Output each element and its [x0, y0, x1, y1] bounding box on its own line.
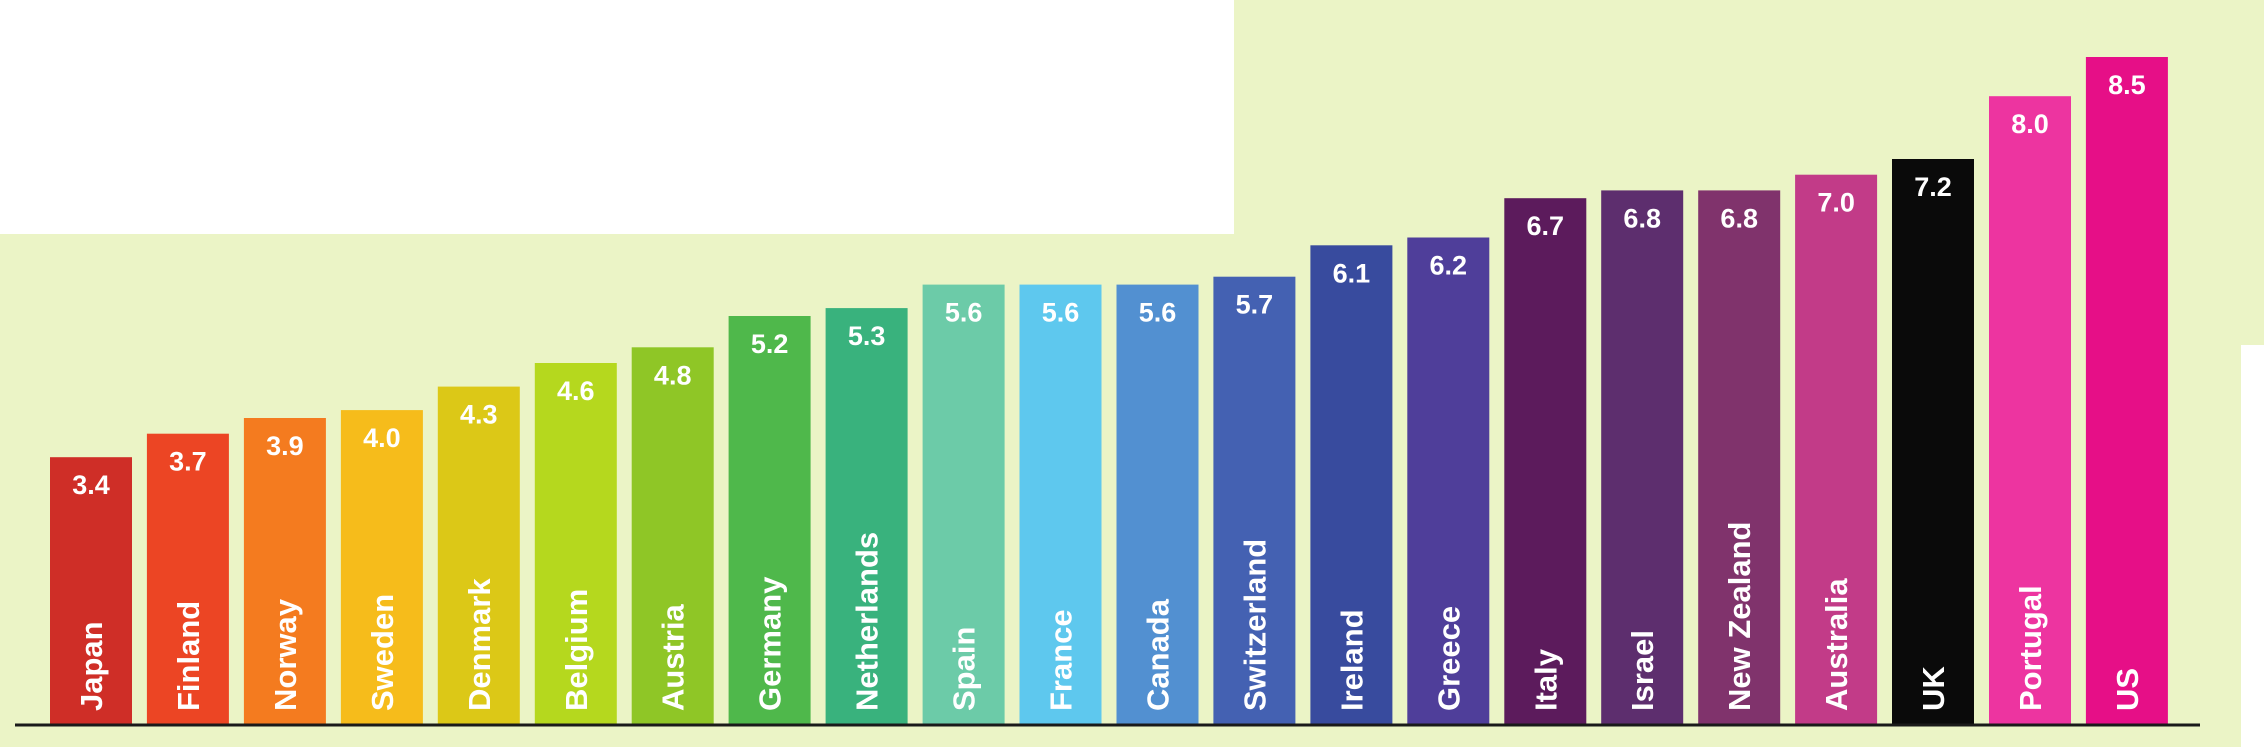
category-label-sweden: Sweden — [365, 594, 400, 711]
bars-group: 3.4 Japan 3.7 Finland 3.9 Norway 4.0 Sweden 4.3 D… — [50, 57, 2168, 725]
bar-switzerland — [1213, 276, 1296, 724]
value-label-france: 5.6 — [1042, 298, 1080, 328]
bar-australia — [1795, 174, 1878, 724]
value-label-denmark: 4.3 — [460, 400, 498, 430]
bar-spain — [922, 284, 1005, 724]
bar-us — [2085, 57, 2168, 724]
bar-netherlands — [825, 308, 908, 724]
value-label-germany: 5.2 — [751, 329, 789, 359]
bar-greece — [1407, 237, 1490, 724]
value-label-portugal: 8.0 — [2011, 109, 2049, 139]
category-label-netherlands: Netherlands — [850, 532, 885, 711]
bar-denmark — [437, 386, 520, 724]
value-label-austria: 4.8 — [654, 360, 692, 390]
bar-portugal — [1989, 96, 2071, 724]
value-label-switzerland: 5.7 — [1236, 290, 1274, 320]
bar-new-zealand — [1698, 190, 1781, 724]
bar-germany — [728, 316, 811, 724]
value-label-japan: 3.4 — [72, 470, 110, 500]
category-label-france: France — [1044, 609, 1079, 711]
white-overlay-panel — [0, 0, 1234, 234]
category-label-new-zealand: New Zealand — [1722, 522, 1757, 712]
value-label-sweden: 4.0 — [363, 423, 401, 453]
category-label-denmark: Denmark — [462, 578, 497, 711]
bar-italy — [1504, 198, 1587, 724]
value-label-uk: 7.2 — [1914, 172, 1952, 202]
bar-uk — [1892, 159, 1974, 724]
category-label-us: US — [2110, 668, 2145, 711]
category-label-uk: UK — [1916, 666, 1951, 711]
value-label-norway: 3.9 — [266, 431, 304, 461]
value-label-canada: 5.6 — [1139, 298, 1177, 328]
bar-israel — [1601, 190, 1684, 724]
category-label-belgium: Belgium — [559, 589, 594, 711]
bar-belgium — [534, 363, 617, 724]
bar-japan — [50, 457, 132, 724]
category-label-portugal: Portugal — [2013, 585, 2048, 711]
category-label-japan: Japan — [74, 621, 109, 711]
white-edge-strip — [2241, 345, 2264, 747]
bar-austria — [631, 347, 714, 724]
category-label-ireland: Ireland — [1334, 609, 1369, 711]
value-label-new-zealand: 6.8 — [1720, 203, 1758, 233]
value-label-netherlands: 5.3 — [848, 321, 886, 351]
value-label-israel: 6.8 — [1623, 203, 1661, 233]
value-label-spain: 5.6 — [945, 298, 983, 328]
bar-ireland — [1310, 245, 1393, 725]
category-label-greece: Greece — [1431, 606, 1466, 711]
category-label-israel: Israel — [1625, 630, 1660, 711]
category-label-italy: Italy — [1528, 648, 1563, 711]
value-label-greece: 6.2 — [1430, 251, 1468, 281]
bar-france — [1019, 284, 1102, 724]
category-label-austria: Austria — [656, 603, 691, 711]
value-label-italy: 6.7 — [1527, 211, 1565, 241]
bar-finland — [146, 433, 229, 724]
category-label-canada: Canada — [1141, 598, 1176, 711]
category-label-norway: Norway — [268, 598, 303, 711]
bar-sweden — [340, 410, 423, 724]
category-label-australia: Australia — [1819, 578, 1854, 711]
category-label-finland: Finland — [171, 601, 206, 711]
bar-norway — [243, 418, 326, 724]
value-label-australia: 7.0 — [1817, 188, 1855, 218]
value-label-ireland: 6.1 — [1333, 258, 1371, 288]
category-label-switzerland: Switzerland — [1237, 539, 1272, 711]
value-label-us: 8.5 — [2108, 70, 2146, 100]
value-label-belgium: 4.6 — [557, 376, 595, 406]
bar-canada — [1116, 284, 1199, 724]
category-label-spain: Spain — [947, 627, 982, 711]
category-label-germany: Germany — [753, 576, 788, 711]
value-label-finland: 3.7 — [169, 447, 207, 477]
